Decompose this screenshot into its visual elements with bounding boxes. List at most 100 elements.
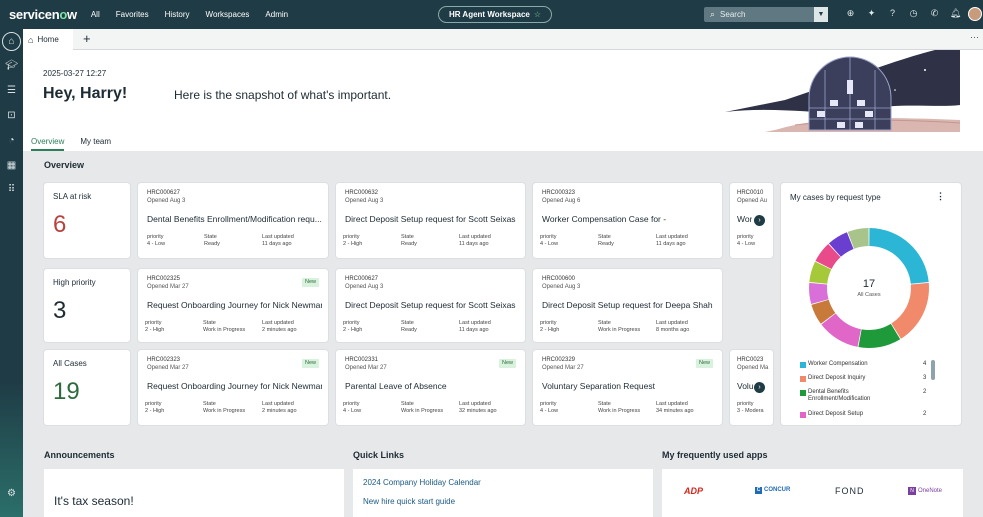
nav-history[interactable]: History [164, 10, 190, 19]
quick-link-holiday-calendar[interactable]: 2024 Company Holiday Calendar [363, 478, 481, 487]
frequent-apps-card: ADP C CONCUR FOND N OneNote [662, 469, 963, 517]
case-state: State Ready [401, 320, 417, 334]
quick-link-new-hire-guide[interactable]: New hire quick start guide [363, 497, 456, 506]
donut-slice-7[interactable] [815, 243, 841, 269]
tab-overview[interactable]: Overview [31, 137, 65, 151]
calendar-icon[interactable]: ▦ [6, 160, 17, 171]
announcement-card[interactable]: It's tax season! [44, 469, 344, 517]
priority-value: 4 - Low [540, 241, 559, 247]
case-number: HRC002323 [147, 357, 181, 363]
donut-slice-1[interactable] [891, 282, 929, 339]
top-navigation: servicenow All Favorites History Workspa… [0, 0, 983, 29]
greeting: Hey, Harry! [43, 85, 128, 102]
case-card[interactable]: HRC002331 Opened Mar 27 New Parental Lea… [336, 350, 525, 425]
metric-high-priority[interactable]: High priority 3 [44, 269, 130, 342]
metric-all-cases[interactable]: All Cases 19 [44, 350, 130, 425]
global-search[interactable]: ⌕ Search ▼ [704, 7, 828, 22]
nav-workspaces[interactable]: Workspaces [205, 10, 250, 19]
legend-item-worker-compensation[interactable]: Worker Compensation [800, 361, 868, 368]
case-updated: Last updated 2 minutes ago [262, 320, 297, 334]
donut-slice-0[interactable] [869, 228, 929, 284]
case-card[interactable]: HRC000600 Opened Aug 3 Direct Deposit Se… [533, 269, 722, 342]
case-opened: Opened Mar 27 [147, 284, 189, 290]
donut-slice-9[interactable] [847, 228, 869, 249]
state-label: State [204, 234, 217, 240]
priority-label: priority [540, 234, 557, 240]
case-card[interactable]: HRC000323 Opened Aug 6 Worker Compensati… [533, 183, 722, 258]
donut-slice-4[interactable] [811, 299, 836, 324]
nav-all[interactable]: All [90, 10, 100, 19]
clock-icon[interactable]: ◷ [909, 8, 918, 18]
tab-home-label: Home [37, 35, 59, 44]
tab-home[interactable]: ⌂ Home [23, 29, 73, 50]
legend-scrollbar[interactable] [931, 360, 935, 380]
chevron-right-icon[interactable]: › [754, 382, 765, 393]
grid-icon[interactable]: ⠿ [7, 184, 16, 195]
case-card[interactable]: HRC002323 Opened Mar 27 New Request Onbo… [138, 350, 328, 425]
case-card-partial[interactable]: HRC0023 Opened Ma Volu › priority 3 - Mod… [730, 350, 773, 425]
search-input[interactable]: Search [720, 10, 746, 19]
case-title: Voluntary Separation Request [542, 381, 655, 391]
tab-my-team[interactable]: My team [80, 137, 112, 146]
case-card[interactable]: HRC000632 Opened Aug 3 Direct Deposit Se… [336, 183, 525, 258]
home-icon[interactable]: ⌂ [2, 32, 21, 51]
chevron-down-icon[interactable]: ▼ [814, 7, 828, 22]
phone-icon[interactable]: ✆ [930, 8, 939, 18]
case-title: Parental Leave of Absence [345, 381, 447, 391]
app-concur[interactable]: C CONCUR [755, 487, 790, 494]
legend-item-dental-benefits[interactable]: Dental Benefits Enrollment/Modification [800, 389, 870, 403]
inbox-icon[interactable]: ⊡ [7, 110, 16, 121]
bell-icon[interactable]: 🔔︎ [949, 8, 962, 18]
globe-icon[interactable]: ⊕ [846, 8, 855, 18]
nav-favorites[interactable]: Favorites [115, 10, 149, 19]
state-label: State [203, 320, 216, 326]
case-title: Worker Compensation Case for - [542, 214, 667, 224]
priority-label: priority [540, 320, 557, 326]
updated-label: Last updated [262, 320, 294, 326]
donut-slice-6[interactable] [809, 261, 832, 284]
sparkle-icon[interactable]: ✦ [867, 8, 876, 18]
new-badge: New [302, 278, 319, 287]
updated-value: 32 minutes ago [459, 408, 497, 414]
case-opened: Opened Aug 3 [147, 198, 186, 204]
metric-sla-at-risk[interactable]: SLA at risk 6 [44, 183, 130, 258]
dashboard-icon[interactable]: ◔ [8, 135, 15, 146]
user-avatar[interactable] [968, 7, 982, 21]
chevron-right-icon[interactable]: › [754, 215, 765, 226]
case-card[interactable]: HRC000627 Opened Aug 3 Dental Benefits E… [138, 183, 328, 258]
case-card[interactable]: HRC000627 Opened Aug 3 Direct Deposit Se… [336, 269, 525, 342]
case-priority: priority 4 - Low [147, 234, 165, 248]
app-onenote[interactable]: N OneNote [908, 487, 942, 495]
add-tab-button[interactable]: + [83, 31, 91, 46]
more-icon[interactable]: ⋯ [970, 32, 979, 42]
app-adp[interactable]: ADP [684, 486, 704, 496]
donut-slice-2[interactable] [858, 323, 901, 348]
updated-label: Last updated [656, 401, 688, 407]
case-card-partial[interactable]: HRC0010 Opened Au Wor › priority 4 - Low [730, 183, 773, 258]
workspace-title-pill[interactable]: HR Agent Workspace ☆ [438, 6, 552, 23]
legend-item-direct-deposit-setup[interactable]: Direct Deposit Setup [800, 411, 863, 418]
case-priority: priority 4 - Low [540, 234, 558, 248]
donut-slice-5[interactable] [809, 282, 829, 304]
state-value: Work in Progress [203, 327, 246, 333]
graduation-cap-icon[interactable]: 🎓︎ [5, 60, 18, 71]
case-card[interactable]: HRC002325 Opened Mar 27 New Request Onbo… [138, 269, 328, 342]
star-icon[interactable]: ☆ [533, 10, 542, 19]
app-fond[interactable]: FOND [835, 486, 865, 496]
donut-slice-3[interactable] [821, 313, 861, 347]
donut-slice-8[interactable] [828, 232, 854, 257]
servicenow-logo[interactable]: servicenow [9, 7, 77, 22]
case-opened: Opened Aug 6 [542, 198, 581, 204]
donut-chart[interactable]: 17 All Cases [806, 225, 932, 351]
nav-admin[interactable]: Admin [265, 10, 289, 19]
updated-value: 11 days ago [656, 241, 686, 247]
case-state: State Work in Progress [401, 401, 443, 415]
case-card[interactable]: HRC002329 Opened Mar 27 New Voluntary Se… [533, 350, 722, 425]
help-icon[interactable]: ? [889, 8, 895, 18]
legend-item-direct-deposit-inquiry[interactable]: Direct Deposit Inquiry [800, 375, 865, 382]
list-icon[interactable]: ☰ [7, 85, 16, 96]
state-label: State [401, 320, 414, 326]
settings-icon[interactable]: ⚙ [7, 488, 16, 499]
more-options-icon[interactable]: ⋮ [936, 191, 945, 201]
case-title: Request Onboarding Journey for Nick Newm… [147, 381, 322, 391]
